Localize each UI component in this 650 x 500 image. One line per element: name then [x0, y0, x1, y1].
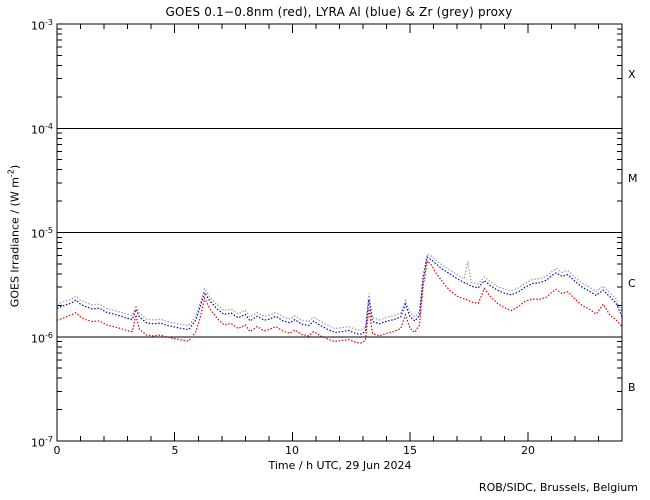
x-tick-label-20: 20	[521, 444, 535, 457]
x-tick-label-10: 10	[285, 444, 299, 457]
credit-footer: ROB/SIDC, Brussels, Belgium	[478, 481, 638, 494]
y-tick-label-1e-5: 10-5	[31, 226, 53, 241]
chart-title: GOES 0.1−0.8nm (red), LYRA Al (blue) & Z…	[165, 5, 513, 19]
x-tick-label-0: 0	[53, 444, 61, 457]
flare-class-label-x: X	[628, 68, 636, 81]
flare-class-label-m: M	[628, 172, 638, 185]
lyra-zr-proxy-curve	[57, 253, 622, 331]
lyra-al-proxy-curve	[57, 256, 622, 335]
flare-class-label-c: C	[628, 277, 636, 290]
y-tick-label-1e-3: 10-3	[31, 18, 53, 33]
flare-class-label-b: B	[628, 381, 636, 394]
x-axis-title: Time / h UTC, 29 Jun 2024	[268, 459, 412, 472]
y-tick-label-1e-7: 10-7	[31, 435, 53, 450]
y-axis-title: GOES Irradiance / (W m-2)	[6, 164, 22, 308]
x-tick-label-15: 15	[403, 444, 417, 457]
y-tick-label-1e-6: 10-6	[31, 331, 53, 346]
y-tick-label-1e-4: 10-4	[31, 122, 53, 137]
goes-0-1-0-8nm-curve	[57, 260, 622, 344]
x-tick-label-5: 5	[171, 444, 179, 457]
